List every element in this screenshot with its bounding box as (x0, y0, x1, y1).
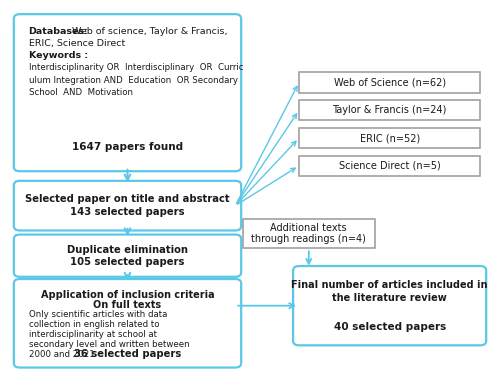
Text: 143 selected papers: 143 selected papers (70, 208, 185, 217)
Text: secondary level and written between: secondary level and written between (28, 340, 189, 349)
FancyBboxPatch shape (14, 235, 241, 277)
Text: On full texts: On full texts (94, 300, 162, 310)
FancyBboxPatch shape (299, 128, 480, 148)
Text: Taylor & Francis (n=24): Taylor & Francis (n=24) (332, 105, 447, 115)
FancyBboxPatch shape (299, 100, 480, 121)
FancyBboxPatch shape (14, 181, 241, 231)
Text: Keywords :: Keywords : (28, 51, 88, 60)
Text: the literature review: the literature review (332, 293, 447, 303)
Text: Selected paper on title and abstract: Selected paper on title and abstract (25, 194, 230, 204)
Text: Duplicate elimination: Duplicate elimination (67, 245, 188, 255)
Text: 36 selected papers: 36 selected papers (74, 349, 181, 359)
Text: 40 selected papers: 40 selected papers (334, 322, 446, 332)
Text: Web of Science (n=62): Web of Science (n=62) (334, 77, 446, 87)
Text: collection in english related to: collection in english related to (28, 320, 159, 329)
Text: Interdisciplinarity OR  Interdisciplinary  OR  Curric: Interdisciplinarity OR Interdisciplinary… (28, 64, 243, 73)
Text: Databases:: Databases: (28, 27, 88, 36)
Text: Only scientific articles with data: Only scientific articles with data (28, 310, 167, 319)
Text: ERIC, Science Direct: ERIC, Science Direct (28, 39, 125, 48)
Text: 105 selected papers: 105 selected papers (70, 257, 184, 266)
Text: Additional texts
through readings (n=4): Additional texts through readings (n=4) (252, 223, 366, 244)
FancyBboxPatch shape (299, 156, 480, 176)
Text: 2000 and 2021: 2000 and 2021 (28, 350, 94, 359)
FancyBboxPatch shape (242, 218, 375, 248)
FancyBboxPatch shape (14, 14, 241, 171)
Text: School  AND  Motivation: School AND Motivation (28, 88, 132, 97)
FancyBboxPatch shape (293, 266, 486, 345)
Text: Application of inclusion criteria: Application of inclusion criteria (40, 290, 214, 300)
Text: Web of science, Taylor & Francis,: Web of science, Taylor & Francis, (69, 27, 228, 36)
Text: Final number of articles included in: Final number of articles included in (292, 280, 488, 290)
Text: interdisciplinarity at school at: interdisciplinarity at school at (28, 330, 156, 339)
FancyBboxPatch shape (299, 72, 480, 93)
FancyBboxPatch shape (14, 279, 241, 367)
Text: ulum Integration AND  Education  OR Secondary: ulum Integration AND Education OR Second… (28, 76, 238, 85)
Text: 1647 papers found: 1647 papers found (72, 142, 183, 152)
Text: Science Direct (n=5): Science Direct (n=5) (339, 161, 440, 171)
Text: ERIC (n=52): ERIC (n=52) (360, 133, 420, 143)
